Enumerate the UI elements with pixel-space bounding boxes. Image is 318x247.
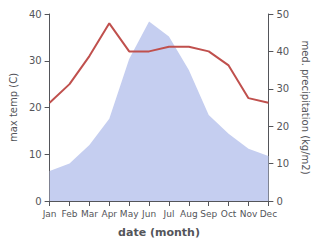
svg-text:May: May xyxy=(120,209,139,219)
svg-text:Aug: Aug xyxy=(180,209,198,219)
svg-text:Jan: Jan xyxy=(42,209,57,219)
svg-text:20: 20 xyxy=(276,121,289,132)
svg-text:date (month): date (month) xyxy=(118,226,200,239)
svg-text:med. precipitation (kg/m2): med. precipitation (kg/m2) xyxy=(300,40,311,174)
svg-text:0: 0 xyxy=(35,196,41,207)
svg-text:Oct: Oct xyxy=(221,209,237,219)
svg-text:40: 40 xyxy=(29,9,42,20)
svg-text:40: 40 xyxy=(276,46,289,57)
svg-text:Apr: Apr xyxy=(101,209,117,219)
svg-text:Jun: Jun xyxy=(141,209,156,219)
svg-text:Mar: Mar xyxy=(81,209,98,219)
svg-text:Feb: Feb xyxy=(62,209,78,219)
svg-text:10: 10 xyxy=(276,158,289,169)
svg-text:Dec: Dec xyxy=(260,209,277,219)
svg-text:10: 10 xyxy=(29,149,42,160)
svg-text:30: 30 xyxy=(29,55,42,66)
svg-text:30: 30 xyxy=(276,83,289,94)
svg-text:Jul: Jul xyxy=(163,209,175,219)
svg-text:0: 0 xyxy=(276,196,282,207)
svg-text:max temp (C): max temp (C) xyxy=(8,73,19,142)
svg-text:Nov: Nov xyxy=(240,209,258,219)
svg-text:20: 20 xyxy=(29,102,42,113)
svg-text:Sep: Sep xyxy=(200,209,217,219)
svg-text:50: 50 xyxy=(276,9,289,20)
